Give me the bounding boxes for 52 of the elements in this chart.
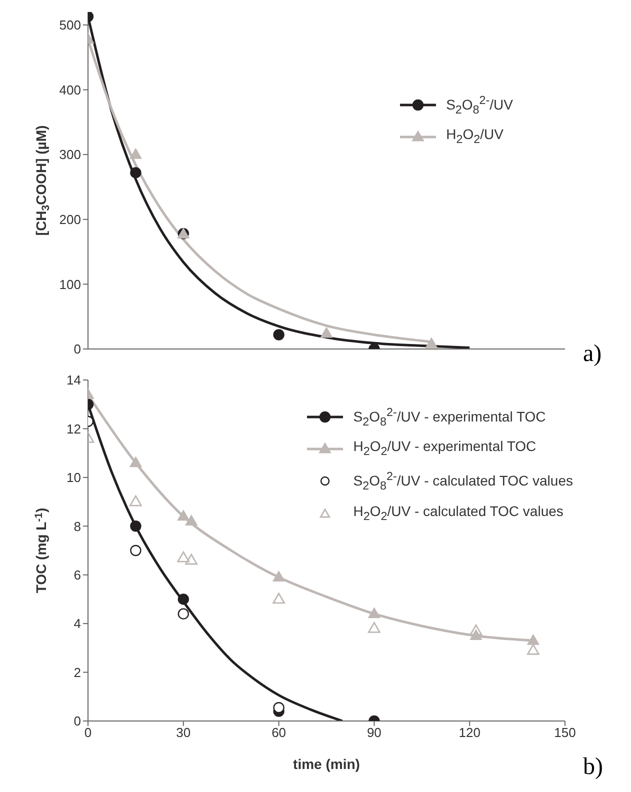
x-tick-label: 30: [176, 725, 191, 740]
y-tick-label: 6: [74, 567, 81, 582]
y-tick-label: 4: [74, 616, 81, 632]
point: [470, 624, 482, 636]
y-tick-label: 200: [59, 212, 81, 227]
y-tick-label: 500: [59, 18, 81, 33]
y-tick-label: 2: [74, 664, 81, 680]
point: [368, 608, 380, 618]
point: [130, 520, 142, 532]
y-tick-label: 100: [59, 276, 81, 292]
y-tick-label: 300: [59, 147, 81, 162]
y-tick-label: 8: [74, 518, 81, 534]
x-tick-label: 90: [366, 725, 382, 740]
y-tick-label: 0: [74, 714, 81, 729]
y-tick-label: 400: [59, 82, 81, 98]
point: [130, 167, 142, 178]
point: [273, 329, 284, 340]
text: b): [583, 754, 603, 781]
y-tick-label: 14: [66, 372, 81, 388]
point: [185, 554, 198, 565]
point: [130, 456, 142, 468]
point: [425, 338, 438, 348]
point: [272, 592, 285, 604]
point: [177, 551, 190, 562]
point: [178, 608, 189, 620]
y-tick-label: 10: [66, 470, 81, 486]
legend-label: S$_{2}$O$_{8}$$^{2-}$/UV - experimental TOC: [353, 405, 546, 430]
point: [185, 515, 198, 526]
legend-label: S$_{2}$O$_{8}$$^{2-}$/UV: [446, 93, 513, 118]
legend-label: H$_{2}$O$_{2}$/UV - experimental TOC: [353, 437, 536, 460]
point: [178, 594, 189, 605]
x-tick-label: 120: [458, 725, 480, 740]
point: [273, 702, 284, 714]
point: [527, 634, 540, 645]
x-tick-label: 60: [272, 725, 286, 740]
legend-label: S$_{2}$O$_{8}$$^{2-}$/UV - calculated TOC values: [353, 469, 573, 495]
x-tick-label: 150: [554, 725, 576, 740]
point: [368, 622, 380, 633]
point: [130, 495, 142, 506]
point: [177, 510, 190, 521]
point: [272, 571, 285, 582]
x-tick-label: 0: [84, 725, 92, 740]
point: [527, 644, 540, 655]
point: [130, 544, 142, 556]
legend-label: H$_{2}$O$_{2}$/UV: [446, 125, 504, 148]
point: [130, 148, 142, 159]
point: [320, 327, 332, 338]
text: a): [583, 341, 602, 368]
legend-label: H$_{2}$O$_{2}$/UV - calculated TOC values: [353, 502, 564, 524]
y-tick-label: 12: [66, 421, 81, 436]
y-tick-label: 0: [74, 342, 81, 357]
x-axis-title: time (min): [293, 756, 360, 772]
